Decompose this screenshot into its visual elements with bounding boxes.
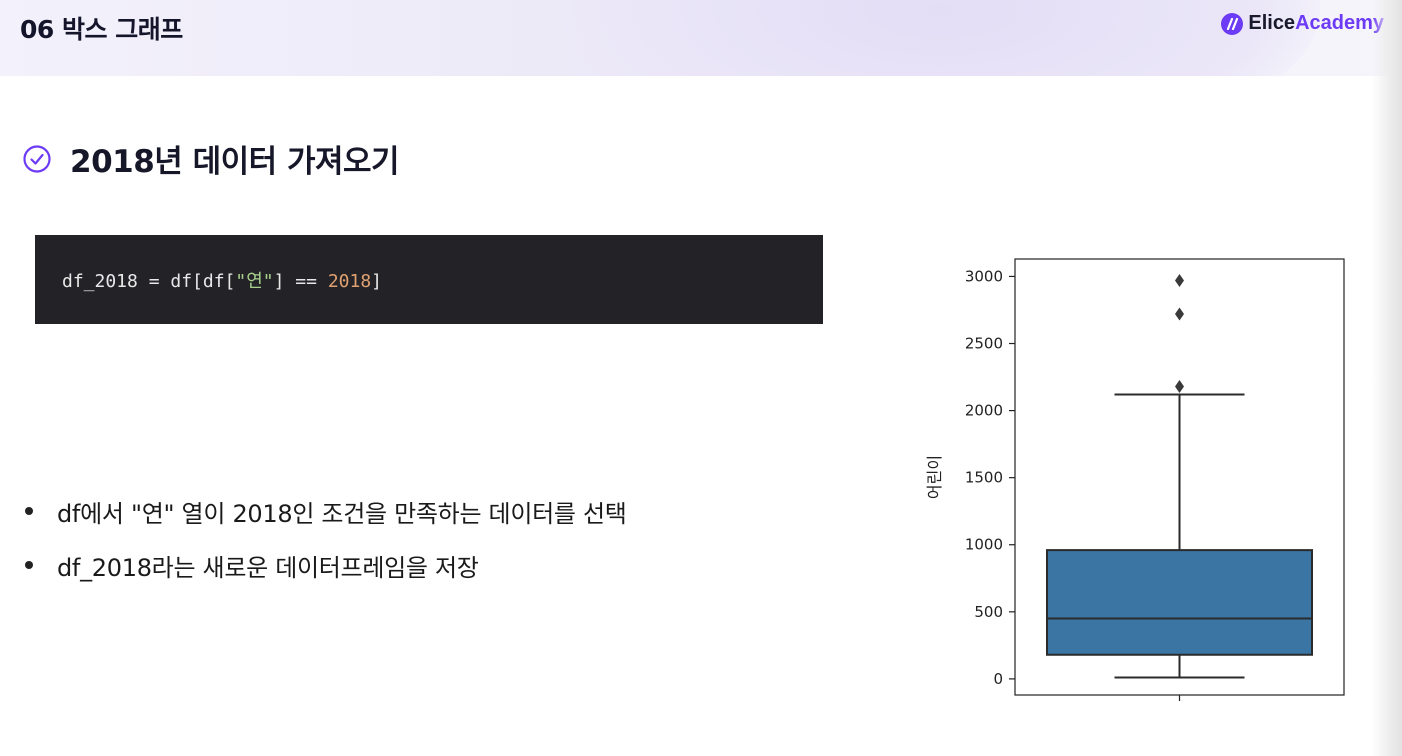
bullet-item: df에서 "연" 열이 2018인 조건을 만족하는 데이터를 선택: [25, 484, 627, 538]
y-tick-label: 2500: [965, 335, 1003, 353]
code-number-token: 2018: [327, 270, 372, 292]
slide-heading: 2018년 데이터 가져오기: [22, 136, 400, 181]
y-axis-label: 어린이: [925, 455, 944, 499]
y-tick-label: 1500: [965, 469, 1003, 487]
slide-heading-text: 2018년 데이터 가져오기: [70, 144, 400, 180]
bullet-item: df_2018라는 새로운 데이터프레임을 저장: [25, 538, 627, 592]
header-bar: 06 박스 그래프 EliceAcademy: [0, 0, 1402, 76]
y-tick-label: 500: [974, 603, 1003, 621]
outlier-point: [1175, 307, 1184, 321]
y-tick-label: 0: [993, 670, 1003, 688]
code-string-token: "연": [235, 270, 274, 292]
code-token: ] ==: [273, 270, 328, 292]
outlier-point: [1175, 273, 1184, 287]
bullet-text: df에서 "연" 열이 2018인 조건을 만족하는 데이터를 선택: [57, 499, 627, 528]
y-tick-label: 3000: [965, 267, 1003, 285]
y-tick-label: 2000: [965, 402, 1003, 420]
right-edge-shadow: [1372, 0, 1402, 756]
check-circle-icon: [23, 144, 51, 173]
bullet-text: df_2018라는 새로운 데이터프레임을 저장: [57, 553, 479, 582]
code-token: ]: [371, 270, 383, 292]
header-decoration: [560, 0, 1320, 76]
elice-logo-mark-icon: [1221, 12, 1244, 35]
code-token: df_2018 = df[df[: [62, 270, 236, 292]
logo-text: EliceAcademy: [1248, 12, 1384, 35]
box-plot-chart: 0 500 1000 1500 2000 2500 3000 어린이: [925, 258, 1345, 701]
elice-academy-logo: EliceAcademy: [1221, 12, 1384, 35]
code-block: df_2018 = df[df["연"] == 2018]: [35, 235, 823, 324]
logo-text-academy: Academy: [1295, 12, 1384, 34]
bullet-dot-icon: [25, 507, 33, 515]
bullet-dot-icon: [25, 561, 33, 569]
code-line: df_2018 = df[df["연"] == 2018]: [62, 267, 382, 293]
y-tick-label: 1000: [965, 536, 1003, 554]
iqr-box: [1046, 549, 1313, 656]
section-title: 06 박스 그래프: [20, 15, 183, 44]
logo-text-elice: Elice: [1248, 12, 1296, 34]
outlier-point: [1175, 379, 1184, 393]
bullet-list: df에서 "연" 열이 2018인 조건을 만족하는 데이터를 선택 df_20…: [25, 484, 627, 592]
